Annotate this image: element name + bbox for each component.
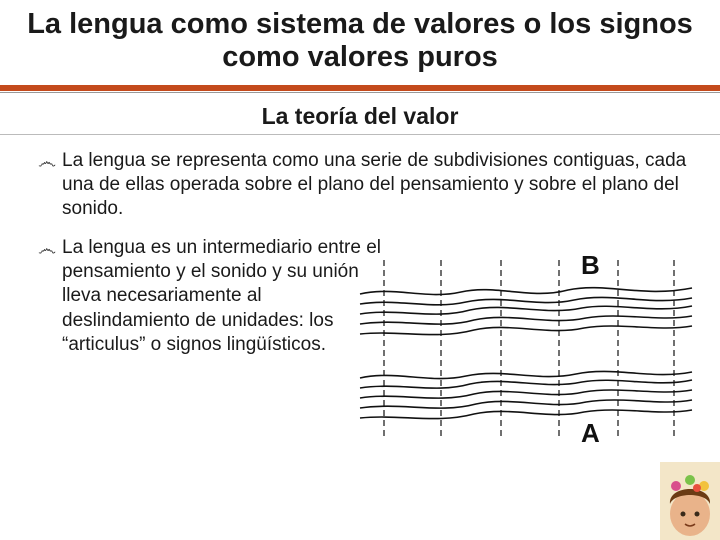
slide-subtitle: La teoría del valor	[0, 93, 720, 134]
saussure-waves-diagram: B A	[356, 250, 702, 472]
bullet-item: ෴ La lengua se representa como una serie…	[38, 149, 692, 222]
title-rule	[0, 85, 720, 91]
subtitle-rule	[0, 134, 720, 135]
corner-illustration	[660, 462, 720, 540]
swirl-icon: ෴	[38, 149, 62, 222]
diagram-label-a: A	[581, 418, 600, 449]
bullet-text: La lengua se representa como una serie d…	[62, 149, 692, 222]
diagram-label-b: B	[581, 250, 600, 281]
waves-svg	[356, 250, 696, 450]
bullet-text: La lengua es un intermediario entre el p…	[62, 236, 384, 358]
swirl-icon: ෴	[38, 236, 62, 358]
slide-title: La lengua como sistema de valores o los …	[20, 8, 700, 75]
